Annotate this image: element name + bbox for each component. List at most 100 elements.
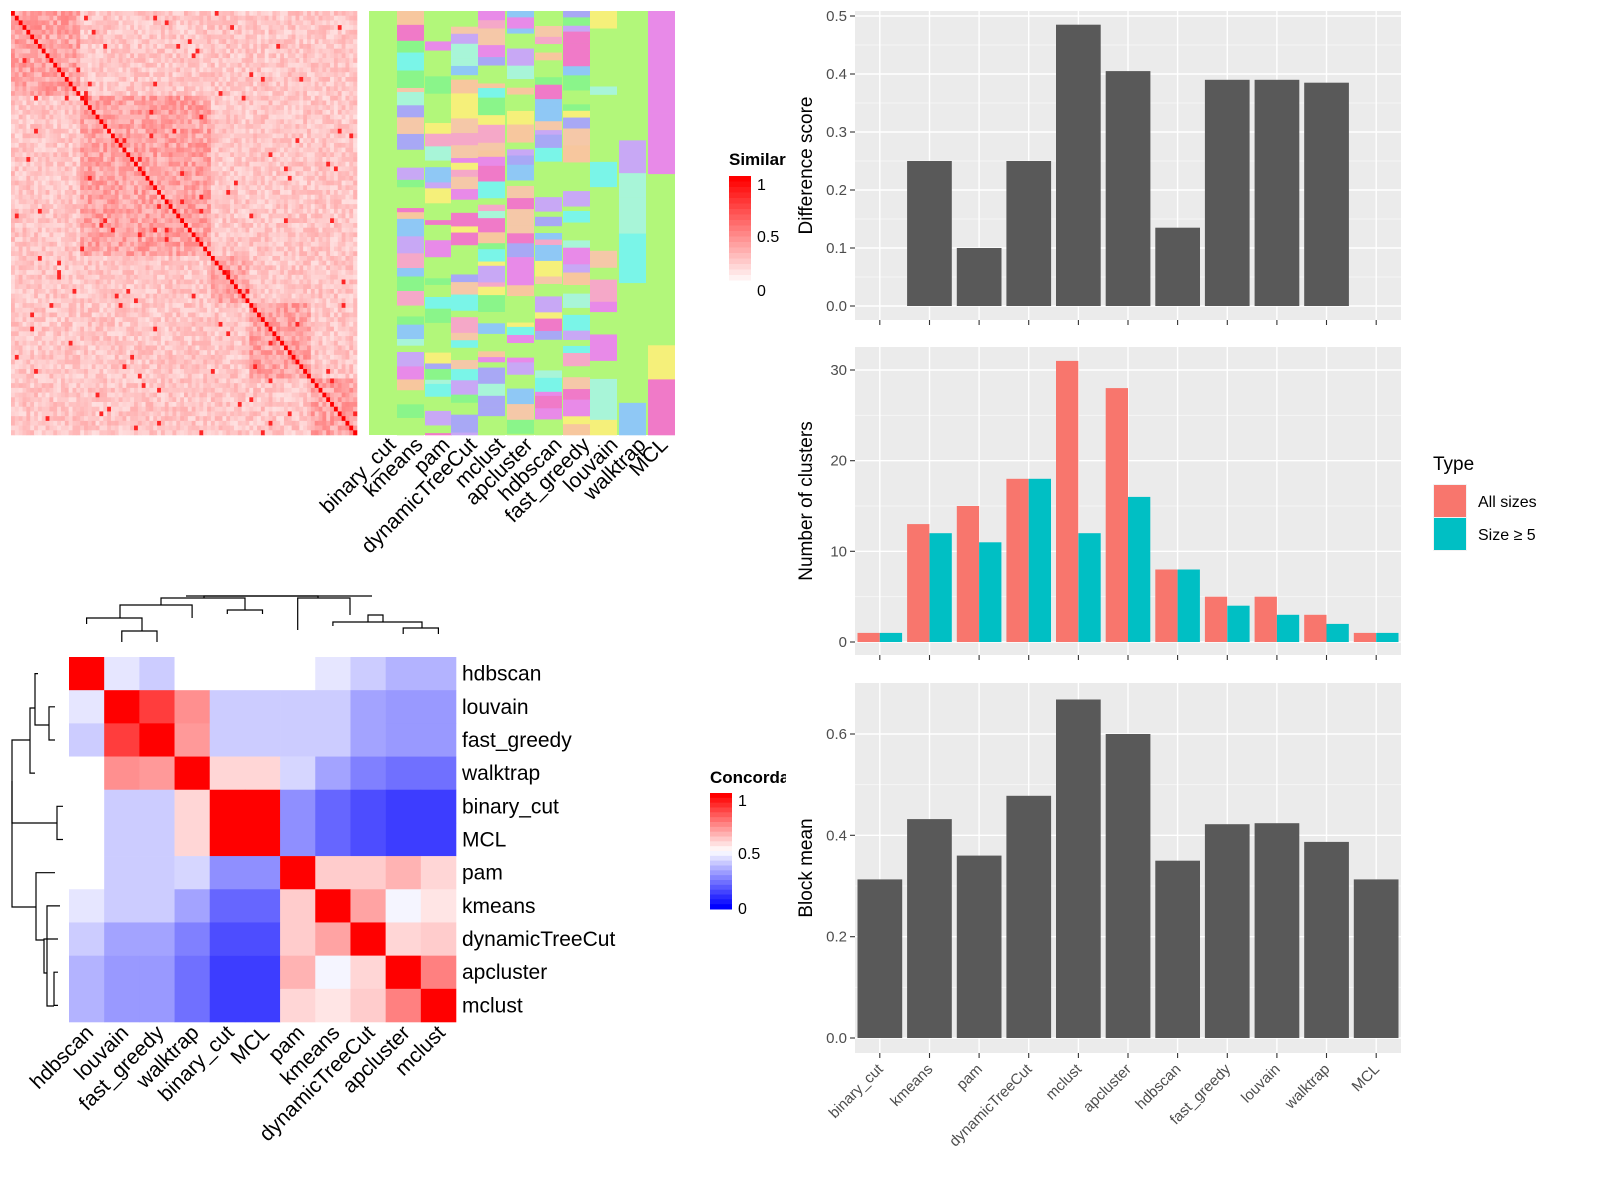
similarity-cell <box>160 175 166 181</box>
similarity-cell <box>245 67 250 73</box>
similarity-cell <box>187 124 192 130</box>
similarity-cell <box>226 171 231 177</box>
similarity-cell <box>160 190 166 196</box>
similarity-cell <box>130 142 135 148</box>
similarity-cell <box>84 223 89 229</box>
similarity-cell <box>26 15 31 21</box>
similarity-cell <box>287 246 292 252</box>
similarity-cell <box>118 43 123 49</box>
similarity-cell <box>103 105 108 111</box>
similarity-cell <box>295 265 300 271</box>
similarity-cell <box>122 109 127 115</box>
similarity-cell <box>299 251 304 257</box>
similarity-cell <box>37 246 43 252</box>
similarity-cell <box>184 114 189 120</box>
similarity-cell <box>330 246 335 252</box>
similarity-cell <box>76 246 81 252</box>
similarity-cell <box>283 218 289 224</box>
similarity-cell <box>314 43 319 49</box>
similarity-cell <box>157 34 162 40</box>
similarity-cell <box>37 58 43 64</box>
similarity-cell <box>80 91 85 97</box>
similarity-cell <box>214 29 219 35</box>
similarity-cell <box>149 190 154 196</box>
similarity-cell <box>272 67 277 73</box>
similarity-cell <box>237 157 242 163</box>
similarity-cell <box>22 171 27 177</box>
similarity-cell <box>164 152 169 158</box>
similarity-cell <box>114 246 119 252</box>
similarity-cell <box>307 161 312 167</box>
similarity-cell <box>233 48 239 54</box>
similarity-cell <box>22 81 27 87</box>
similarity-cell <box>172 241 177 247</box>
similarity-cell <box>276 185 281 191</box>
similarity-cell <box>330 48 335 54</box>
similarity-cell <box>118 100 123 106</box>
similarity-cell <box>114 194 119 200</box>
similarity-cell <box>295 25 300 31</box>
similarity-cell <box>122 161 127 167</box>
similarity-cell <box>72 157 77 163</box>
similarity-cell <box>253 213 258 219</box>
similarity-cell <box>184 251 189 257</box>
similarity-cell <box>253 72 258 78</box>
similarity-cell <box>260 20 266 26</box>
similarity-cell <box>237 147 242 153</box>
similarity-cell <box>110 95 116 101</box>
similarity-cell <box>99 237 104 243</box>
similarity-cell <box>299 185 304 191</box>
similarity-cell <box>168 227 173 233</box>
similarity-cell <box>237 15 242 21</box>
similarity-cell <box>191 227 196 233</box>
similarity-cell <box>291 223 296 229</box>
similarity-cell <box>164 251 169 257</box>
similarity-cell <box>53 39 58 45</box>
similarity-cell <box>91 255 96 261</box>
similarity-cell <box>134 227 139 233</box>
similarity-cell <box>337 152 342 158</box>
similarity-cell <box>110 100 116 106</box>
similarity-cell <box>207 142 212 148</box>
similarity-cell <box>114 109 119 115</box>
similarity-cell <box>153 241 158 247</box>
similarity-cell <box>137 190 143 196</box>
similarity-cell <box>222 11 227 17</box>
similarity-cell <box>95 25 100 31</box>
similarity-cell <box>160 76 166 82</box>
similarity-cell <box>168 175 173 181</box>
similarity-cell <box>80 246 85 252</box>
similarity-cell <box>310 157 316 163</box>
similarity-cell <box>130 67 135 73</box>
similarity-cell <box>45 72 50 78</box>
similarity-cell <box>322 161 327 167</box>
similarity-cell <box>187 86 192 92</box>
similarity-cell <box>191 260 196 266</box>
similarity-cell <box>237 241 242 247</box>
similarity-cell <box>210 208 216 214</box>
similarity-cell <box>49 15 54 21</box>
similarity-cell <box>145 11 150 17</box>
similarity-cell <box>14 15 19 21</box>
similarity-cell <box>222 161 227 167</box>
similarity-cell <box>264 185 269 191</box>
similarity-cell <box>130 91 135 97</box>
similarity-cell <box>130 86 135 92</box>
similarity-cell <box>110 227 116 233</box>
similarity-cell <box>18 29 23 35</box>
similarity-cell <box>307 81 312 87</box>
similarity-cell <box>164 62 169 68</box>
similarity-cell <box>222 58 227 64</box>
similarity-cell <box>318 114 323 120</box>
similarity-cell <box>26 100 31 106</box>
similarity-cell <box>84 119 89 125</box>
similarity-cell <box>118 34 123 40</box>
similarity-cell <box>303 128 308 134</box>
similarity-cell <box>257 133 262 139</box>
similarity-cell <box>130 204 135 210</box>
similarity-cell <box>337 86 342 92</box>
similarity-cell <box>203 124 208 130</box>
similarity-cell <box>87 194 93 200</box>
similarity-cell <box>180 185 185 191</box>
similarity-cell <box>134 208 139 214</box>
